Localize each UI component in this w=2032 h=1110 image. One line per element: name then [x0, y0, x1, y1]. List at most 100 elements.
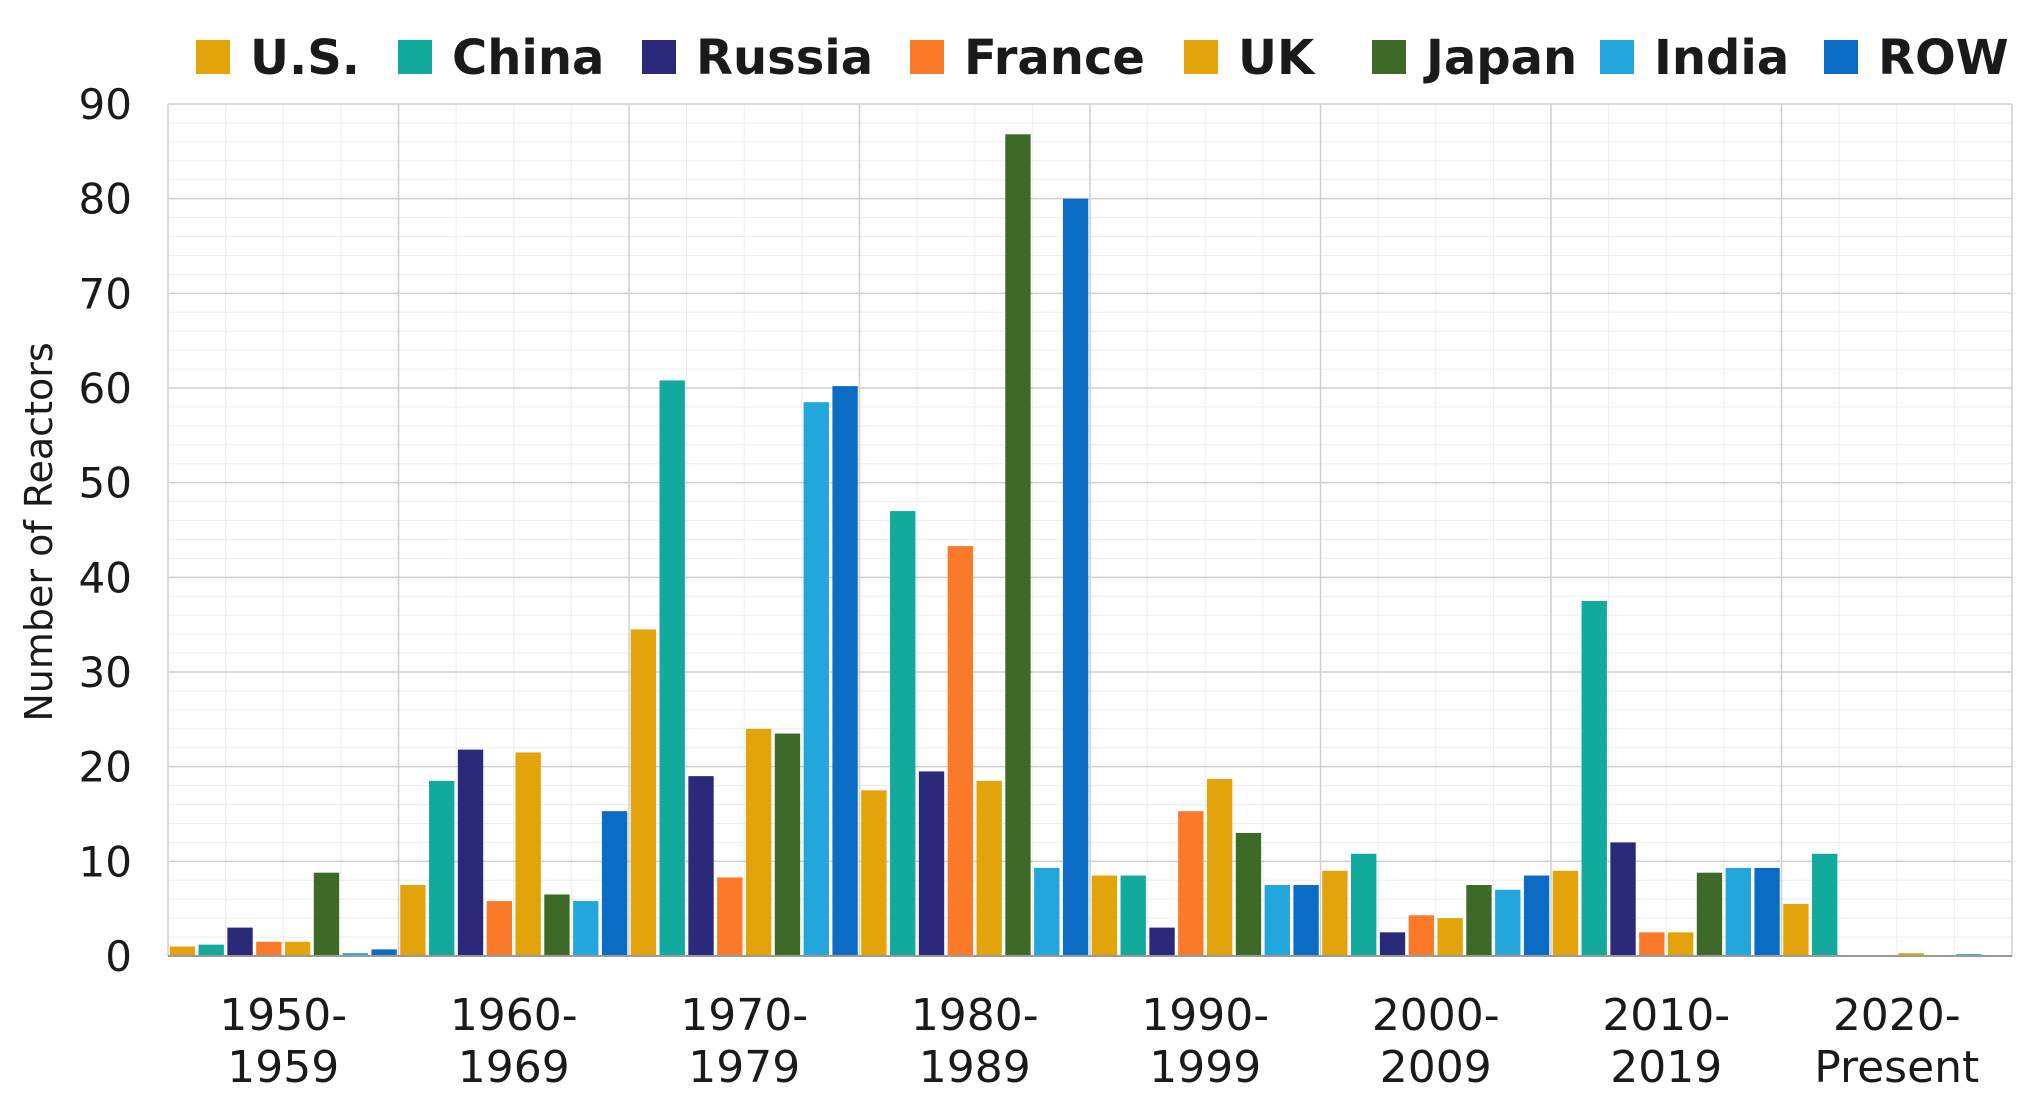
bar-japan-0: [313, 872, 340, 956]
bar-china-2: [659, 380, 685, 957]
legend-swatch-uk: [1184, 40, 1218, 74]
bar-china-4: [1120, 875, 1146, 956]
bar-us-5: [1322, 870, 1348, 956]
x-tick-label-line: 2010-: [1602, 990, 1730, 1041]
y-tick-label: 60: [79, 364, 132, 413]
legend-label-france: France: [964, 30, 1145, 86]
bar-japan-4: [1235, 832, 1262, 956]
bar-uk-0: [284, 941, 311, 956]
x-tick-label: 2010-2019: [1602, 990, 1730, 1093]
bar-japan-1: [544, 894, 570, 956]
legend: U.S. China Russia France UK Japan India ROW: [196, 30, 2009, 86]
bar-russia-3: [918, 771, 945, 956]
x-tick-label-line: Present: [1814, 1042, 1979, 1093]
bar-row-2: [832, 386, 858, 956]
legend-label-india: India: [1654, 30, 1789, 86]
x-tick-label: 2020-Present: [1814, 990, 1979, 1093]
bar-uk-1: [515, 752, 541, 956]
x-tick-label: 1980-1989: [911, 990, 1039, 1093]
bar-us-7: [1783, 903, 1809, 956]
bar-row-0: [371, 949, 397, 956]
bar-russia-5: [1379, 932, 1406, 956]
x-tick-label: 1970-1979: [680, 990, 808, 1093]
x-tick-label-line: 2000-: [1372, 990, 1500, 1041]
y-tick-label: 70: [79, 269, 132, 318]
legend-swatch-us: [196, 40, 230, 74]
y-tick-label: 50: [79, 459, 132, 508]
bar-india-4: [1264, 885, 1290, 956]
bar-russia-6: [1610, 842, 1636, 956]
bar-china-6: [1581, 601, 1607, 956]
x-tick-label: 1960-1969: [450, 990, 578, 1093]
bar-russia-0: [227, 927, 253, 956]
bar-france-1: [486, 901, 513, 956]
bar-uk-3: [976, 780, 1002, 956]
bar-uk-7: [1898, 953, 1924, 956]
bar-russia-2: [688, 776, 714, 956]
legend-swatch-france: [910, 40, 944, 74]
bar-france-6: [1639, 932, 1665, 956]
x-tick-label-line: 2020-: [1833, 990, 1961, 1041]
bar-france-0: [256, 941, 282, 956]
legend-label-us: U.S.: [250, 30, 360, 86]
bar-japan-6: [1696, 872, 1723, 956]
legend-label-uk: UK: [1238, 30, 1316, 86]
bar-france-5: [1408, 915, 1435, 956]
x-tick-label-line: 2019: [1610, 1042, 1722, 1093]
bar-japan-3: [1005, 134, 1031, 956]
y-axis-label: Number of Reactors: [17, 342, 61, 721]
legend-swatch-japan: [1372, 40, 1406, 74]
bar-france-4: [1178, 811, 1204, 956]
x-tick-label-line: 1950-: [219, 990, 347, 1041]
bar-uk-6: [1667, 932, 1694, 956]
x-tick-label-line: 1989: [919, 1042, 1031, 1093]
x-tick-label-line: 1969: [458, 1042, 570, 1093]
legend-swatch-india: [1600, 40, 1634, 74]
bar-us-3: [861, 790, 887, 956]
bar-india-1: [573, 901, 599, 956]
legend-label-china: China: [452, 30, 604, 86]
x-tick-label-line: 1999: [1149, 1042, 1261, 1093]
x-tick-label-line: 1959: [227, 1042, 339, 1093]
legend-swatch-row: [1824, 40, 1858, 74]
y-tick-label: 0: [105, 932, 132, 981]
x-tick-label-line: 1990-: [1141, 990, 1269, 1041]
bar-row-1: [601, 811, 628, 956]
bar-india-0: [342, 953, 368, 956]
bar-row-4: [1293, 885, 1319, 956]
bar-uk-4: [1206, 778, 1233, 956]
y-tick-label: 90: [79, 80, 132, 129]
bar-japan-5: [1466, 885, 1492, 956]
legend-label-japan: Japan: [1423, 30, 1577, 86]
y-tick-label: 10: [79, 837, 132, 886]
bar-india-3: [1034, 867, 1060, 956]
legend-label-row: ROW: [1878, 30, 2009, 86]
bar-uk-2: [745, 728, 772, 956]
bar-us-6: [1552, 870, 1579, 956]
y-tick-label: 20: [79, 743, 132, 792]
x-tick-label-line: 1980-: [911, 990, 1039, 1041]
x-tick-label: 2000-2009: [1372, 990, 1500, 1093]
bar-russia-1: [457, 749, 484, 956]
bar-row-5: [1523, 875, 1550, 956]
x-tick-label: 1950-1959: [219, 990, 347, 1093]
bar-us-2: [630, 629, 657, 956]
bar-france-2: [717, 877, 743, 956]
bar-france-3: [947, 546, 974, 956]
bar-china-5: [1351, 853, 1377, 956]
x-tick-label-line: 1970-: [680, 990, 808, 1041]
bar-us-4: [1091, 875, 1118, 956]
x-tick-label-line: 1979: [688, 1042, 800, 1093]
bar-row-6: [1754, 867, 1780, 956]
bar-us-0: [169, 946, 196, 956]
bar-japan-2: [774, 733, 801, 956]
bar-uk-5: [1437, 918, 1463, 956]
legend-swatch-russia: [642, 40, 676, 74]
bar-us-1: [400, 885, 426, 956]
axes: 0 10 20 30 40 50 60 70 80 90 1950-1959 1960-1969 197…: [79, 80, 2012, 1093]
x-tick-label-line: 2009: [1380, 1042, 1492, 1093]
bar-china-0: [198, 944, 224, 956]
x-tick-label: 1990-1999: [1141, 990, 1269, 1093]
legend-swatch-china: [398, 40, 432, 74]
